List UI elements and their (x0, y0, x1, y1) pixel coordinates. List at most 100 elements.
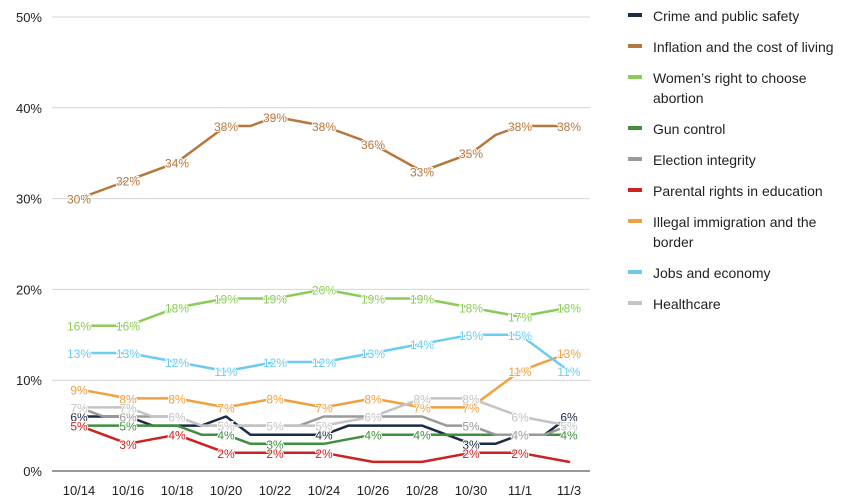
data-label: 19% (410, 292, 434, 306)
data-label: 11% (508, 365, 531, 379)
data-label: 17% (508, 311, 532, 325)
data-label: 8% (266, 392, 284, 406)
series-line-2 (77, 288, 571, 327)
data-labels: 6% 6% 4% 3% 6% 30% 32% 34% 38% 39% 38% 36% 33% 35% 38%… (66, 110, 582, 462)
data-label: 11% (214, 365, 237, 379)
series-line-5 (77, 424, 571, 464)
legend-swatch (628, 219, 642, 223)
data-label: 5% (266, 420, 284, 434)
legend-swatch (628, 188, 642, 192)
data-label: 12% (165, 356, 189, 370)
data-label: 6% (168, 411, 186, 425)
x-tick-label: 10/22 (259, 483, 292, 498)
legend-item: Jobs and economy (628, 263, 840, 283)
data-label: 6% (511, 411, 529, 425)
data-label: 6% (70, 411, 88, 425)
x-tick-label: 10/18 (161, 483, 194, 498)
data-label: 14% (410, 338, 434, 352)
data-label: 2% (266, 447, 284, 461)
x-tick-label: 10/24 (308, 483, 341, 498)
data-label: 13% (361, 347, 385, 361)
data-label: 2% (511, 447, 529, 461)
data-label: 6% (168, 411, 186, 425)
x-tick-label: 11/3 (557, 483, 581, 498)
data-label: 13% (67, 347, 91, 361)
data-label: 18% (557, 302, 581, 316)
data-label: 3% (119, 438, 137, 452)
data-label: 6% (364, 411, 382, 425)
data-label: 6% (560, 411, 578, 425)
data-label: 6% (119, 411, 137, 425)
data-label: 7% (70, 401, 88, 415)
x-tick-label: 11/1 (508, 483, 532, 498)
data-label: 33% (410, 165, 434, 179)
data-label: 36% (361, 138, 385, 152)
series-line-3 (77, 424, 571, 446)
legend-swatch (628, 44, 642, 48)
data-label: 8% (364, 392, 382, 406)
data-label: 3% (266, 438, 284, 452)
legend-label: Women’s right to choose abortion (653, 70, 807, 106)
legend-swatch (628, 13, 642, 17)
legend-item: Healthcare (628, 294, 840, 314)
legend-item: Gun control (628, 119, 840, 139)
data-label: 8% (462, 392, 480, 406)
x-tick-label: 10/20 (210, 483, 243, 498)
data-label: 2% (217, 447, 235, 461)
data-label: 19% (361, 292, 385, 306)
data-label: 38% (312, 120, 336, 134)
legend-swatch (628, 75, 642, 79)
data-label: 38% (508, 120, 532, 134)
x-tick-label: 10/26 (357, 483, 390, 498)
legend-label: Illegal immigration and the border (653, 214, 817, 250)
legend-swatch (628, 270, 642, 274)
legend-item: Election integrity (628, 150, 840, 170)
y-tick-label: 50% (16, 10, 42, 25)
data-label: 12% (312, 356, 336, 370)
legend-swatch (628, 301, 642, 305)
x-axis-ticks: 10/14 10/16 10/18 10/20 10/22 10/24 10/26 10/28… (63, 483, 581, 498)
x-tick-label: 10/14 (63, 483, 96, 498)
data-label: 38% (214, 120, 238, 134)
data-label: 4% (168, 429, 186, 443)
legend-label: Gun control (653, 121, 726, 137)
x-tick-label: 10/16 (112, 483, 145, 498)
legend-item: Illegal immigration and the border (628, 212, 840, 252)
data-label: 5% (462, 420, 480, 434)
data-label: 9% (70, 383, 88, 397)
data-label: 6% (364, 411, 382, 425)
data-label: 5% (560, 420, 578, 434)
data-label: 7% (462, 401, 480, 415)
legend-label: Election integrity (653, 152, 756, 168)
legend-label: Crime and public safety (653, 8, 800, 24)
data-label: 16% (116, 320, 140, 334)
data-label: 18% (165, 302, 189, 316)
y-tick-label: 10% (16, 373, 42, 388)
data-label: 8% (119, 392, 137, 406)
legend-label: Healthcare (653, 296, 721, 312)
data-label: 12% (263, 356, 287, 370)
data-label: 16% (67, 320, 91, 334)
data-label: 18% (459, 302, 483, 316)
data-label: 38% (557, 120, 581, 134)
series-line-8 (77, 397, 571, 427)
chart-legend: Crime and public safety Inflation and the… (628, 6, 840, 325)
series-line-7 (77, 333, 571, 373)
y-tick-label: 20% (16, 282, 42, 297)
y-tick-label: 40% (16, 101, 42, 116)
x-tick-label: 10/30 (455, 483, 488, 498)
data-label: 5% (315, 420, 333, 434)
y-axis-ticks: 0% 10% 20% 30% 40% 50% (16, 10, 42, 479)
legend-item: Crime and public safety (628, 6, 840, 26)
series-lines (77, 115, 571, 464)
data-label: 3% (462, 438, 480, 452)
y-tick-label: 30% (16, 192, 42, 207)
data-label: 8% (413, 392, 431, 406)
data-label: 4% (511, 429, 529, 443)
data-label: 4% (315, 429, 333, 443)
legend-label: Jobs and economy (653, 265, 771, 281)
data-label: 8% (168, 392, 186, 406)
data-label: 30% (67, 193, 91, 207)
legend-item: Parental rights in education (628, 181, 840, 201)
